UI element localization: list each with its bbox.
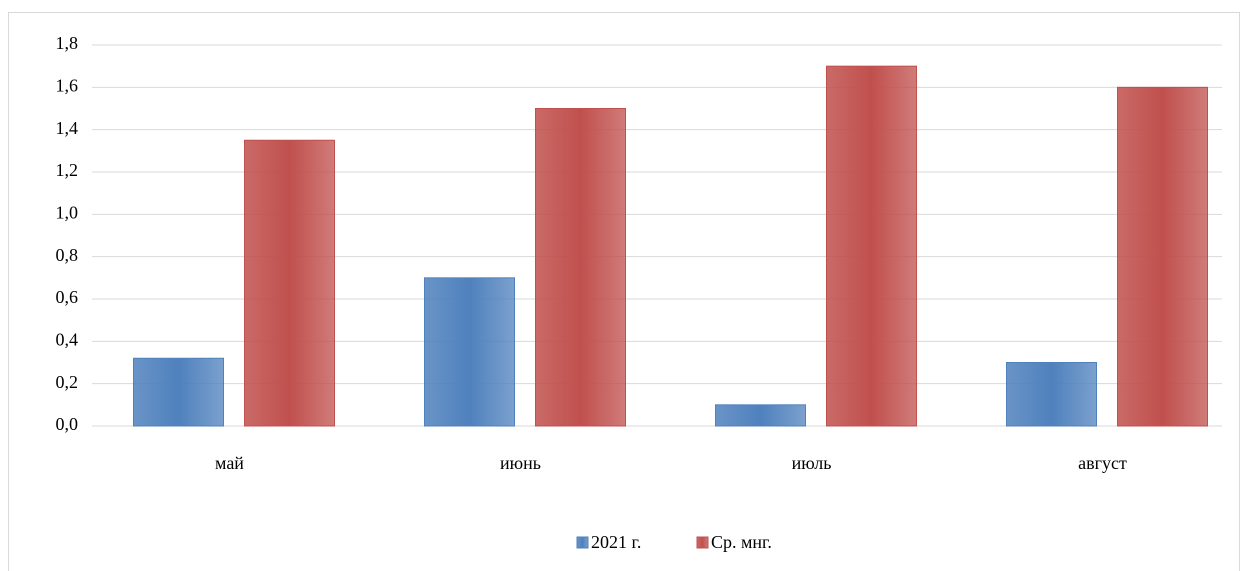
y-tick-label: 0,0 bbox=[56, 414, 79, 434]
x-tick-label: июль bbox=[792, 453, 832, 473]
y-tick-label: 0,4 bbox=[56, 329, 79, 349]
bar bbox=[715, 404, 806, 427]
x-tick-label: май bbox=[215, 453, 244, 473]
bar bbox=[244, 139, 335, 427]
legend-swatch bbox=[696, 536, 709, 549]
legend-swatch bbox=[576, 536, 589, 549]
y-tick-label: 0,6 bbox=[56, 287, 79, 307]
bar bbox=[1117, 86, 1208, 427]
y-tick-label: 0,2 bbox=[56, 372, 79, 392]
bar bbox=[1006, 362, 1097, 427]
y-tick-label: 1,2 bbox=[56, 160, 79, 180]
y-tick-label: 1,8 bbox=[56, 33, 79, 53]
bar bbox=[133, 357, 224, 427]
x-tick-label: август bbox=[1078, 453, 1127, 473]
legend-label: 2021 г. bbox=[591, 532, 641, 552]
bar bbox=[826, 65, 917, 427]
bar bbox=[424, 277, 515, 427]
legend-label: Ср. мнг. bbox=[711, 532, 772, 552]
y-tick-label: 1,4 bbox=[56, 118, 79, 138]
y-tick-label: 0,8 bbox=[56, 245, 79, 265]
x-tick-label: июнь bbox=[500, 453, 541, 473]
y-tick-label: 1,0 bbox=[56, 202, 79, 222]
bar bbox=[535, 108, 626, 427]
y-tick-label: 1,6 bbox=[56, 75, 79, 95]
